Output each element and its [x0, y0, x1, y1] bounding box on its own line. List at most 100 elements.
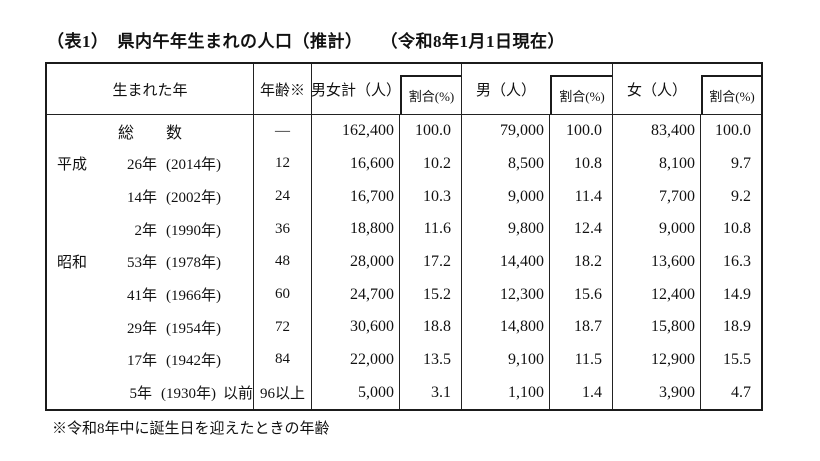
western-year-label: (2014年): [166, 157, 221, 174]
era-label: 昭和: [57, 255, 88, 272]
female-pct-cell: 9.2: [731, 187, 751, 205]
table-body: 総 数 — 162,400 100.0 79,000 100.0 83,400 …: [47, 115, 761, 409]
female-pct-cell: 14.9: [723, 285, 751, 303]
western-year-label: (1966年): [166, 288, 221, 305]
male-cell: 14,400: [462, 245, 550, 279]
female-cell: 83,400: [613, 115, 701, 148]
total-pct-cell: 17.2: [400, 245, 462, 279]
male-cell: 8,500: [462, 147, 550, 181]
total-cell: 28,000: [312, 245, 400, 279]
male-pct-cell: 10.8: [550, 147, 613, 181]
male-pct-cell: 11.5: [550, 343, 613, 377]
female-pct-cell: 15.5: [723, 350, 751, 368]
header-male: 男（人）: [475, 82, 536, 99]
year-label: 2年: [134, 222, 157, 239]
year-label: 5年: [129, 386, 152, 403]
age-cell: 48: [254, 245, 312, 279]
total-cell: 22,000: [312, 343, 400, 377]
table-row: 14年 (2002年) 24 16,700 10.3 9,000 11.4 7,7…: [47, 180, 761, 213]
female-pct-cell: 10.8: [723, 220, 751, 238]
header-female: 女（人）: [626, 82, 687, 99]
male-pct-cell: 15.6: [550, 278, 613, 311]
female-cell: 12,400: [613, 278, 701, 311]
row-label: 2年 (1990年): [47, 213, 254, 246]
year-label: 29年: [126, 320, 157, 337]
female-cell: 12,900: [613, 343, 701, 377]
age-cell: 72: [254, 311, 312, 344]
age-cell: 60: [254, 278, 312, 311]
header-female-ratio: 割合(%): [701, 64, 761, 114]
total-pct-cell: 10.3: [400, 180, 462, 213]
row-label: 17年 (1942年): [47, 343, 254, 377]
total-cell: 5,000: [312, 376, 400, 409]
header-born-year: 生まれた年: [47, 64, 254, 114]
row-label: 29年 (1954年): [47, 311, 254, 344]
total-cell: 16,700: [312, 180, 400, 213]
table-header-row: 生まれた年 年齢※ 男女計（人） 割合(%) 男（人） 割合(%) 女（人） 割…: [47, 64, 761, 115]
age-cell: 24: [254, 180, 312, 213]
before-suffix-label: 以前: [222, 386, 253, 403]
male-cell: 9,100: [462, 343, 550, 377]
header-total-ratio-box: 割合(%): [400, 75, 461, 114]
female-pct-cell: 4.7: [731, 383, 751, 401]
female-cell: 15,800: [613, 311, 701, 344]
female-pct-cell: 100.0: [715, 122, 751, 140]
total-cell: 16,600: [312, 147, 400, 181]
total-pct-cell: 13.5: [400, 343, 462, 377]
year-label: 53年: [126, 255, 157, 272]
row-label: 総 数: [47, 115, 254, 148]
year-label: 14年: [126, 190, 157, 207]
table-row: 昭和 53年 (1978年) 48 28,000 17.2 14,400 18.2 …: [47, 245, 761, 279]
header-male-ratio-box: 割合(%): [550, 75, 612, 114]
total-cell: 162,400: [312, 115, 400, 148]
male-cell: 79,000: [462, 115, 550, 148]
footnote: ※令和8年中に誕生日を迎えたときの年齢: [52, 421, 330, 437]
table-row: 41年 (1966年) 60 24,700 15.2 12,300 15.6 12…: [47, 278, 761, 311]
western-year-label: (2002年): [166, 190, 221, 207]
male-pct-cell: 18.2: [550, 245, 613, 279]
age-cell: 96以上: [254, 376, 312, 409]
era-label: 平成: [57, 157, 88, 174]
row-label: 14年 (2002年): [47, 180, 254, 213]
female-cell: 3,900: [613, 376, 701, 409]
header-age: 年齢※: [254, 64, 312, 114]
total-pct-cell: 15.2: [400, 278, 462, 311]
header-total-ratio: 割合(%): [400, 64, 462, 114]
row-label: 昭和 53年 (1978年): [47, 245, 254, 279]
total-cell: 30,600: [312, 311, 400, 344]
male-cell: 1,100: [462, 376, 550, 409]
total-pct-cell: 18.8: [400, 311, 462, 344]
header-total: 男女計（人）: [311, 82, 402, 99]
male-pct-cell: 100.0: [550, 115, 613, 148]
western-year-label: (1954年): [166, 320, 221, 337]
row-label: 5年 (1930年) 以前: [47, 376, 254, 409]
age-cell: 12: [254, 147, 312, 181]
table-row-total: 総 数 — 162,400 100.0 79,000 100.0 83,400 …: [47, 115, 761, 148]
age-cell: 84: [254, 343, 312, 377]
male-pct-cell: 1.4: [550, 376, 613, 409]
table-title: （表1） 県内午年生まれの人口（推計） （令和8年1月1日現在）: [47, 32, 565, 51]
age-cell: —: [254, 115, 312, 148]
total-pct-cell: 100.0: [400, 115, 462, 148]
female-pct-cell: 16.3: [723, 252, 751, 270]
male-pct-cell: 12.4: [550, 213, 613, 246]
total-pct-cell: 10.2: [400, 147, 462, 181]
header-female-ratio-box: 割合(%): [701, 75, 761, 114]
table-row: 5年 (1930年) 以前 96以上 5,000 3.1 1,100 1.4 3,9…: [47, 376, 761, 409]
year-label: 26年: [126, 157, 157, 174]
table-row: 2年 (1990年) 36 18,800 11.6 9,800 12.4 9,00…: [47, 213, 761, 246]
year-label: 41年: [126, 288, 157, 305]
western-year-label: (1930年): [160, 386, 216, 403]
table-row: 平成 26年 (2014年) 12 16,600 10.2 8,500 10.8 8…: [47, 147, 761, 181]
row-label: 平成 26年 (2014年): [47, 147, 254, 181]
male-pct-cell: 11.4: [550, 180, 613, 213]
male-cell: 9,000: [462, 180, 550, 213]
population-table: 生まれた年 年齢※ 男女計（人） 割合(%) 男（人） 割合(%) 女（人） 割…: [45, 62, 763, 411]
table-row: 29年 (1954年) 72 30,600 18.8 14,800 18.7 15…: [47, 311, 761, 344]
female-cell: 9,000: [613, 213, 701, 246]
western-year-label: (1978年): [166, 255, 221, 272]
male-cell: 9,800: [462, 213, 550, 246]
total-pct-cell: 11.6: [400, 213, 462, 246]
total-cell: 18,800: [312, 213, 400, 246]
